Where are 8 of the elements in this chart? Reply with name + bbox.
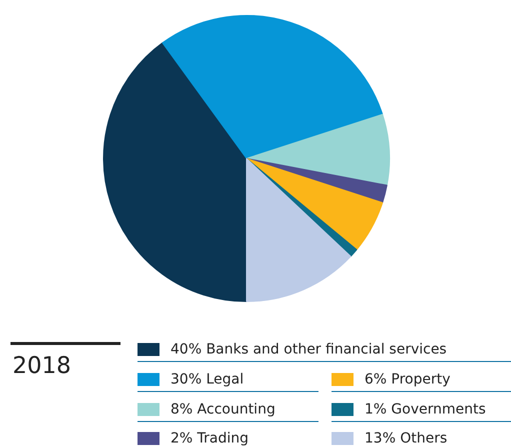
legend-label: 6% Property (364, 372, 450, 388)
legend-label: 13% Others (364, 430, 448, 446)
legend-label: 8% Accounting (170, 402, 276, 418)
legend-label: 40% Banks and other financial services (170, 342, 447, 358)
legend-label: 2% Trading (170, 430, 249, 446)
legend-label: 1% Governments (364, 402, 486, 418)
legend-label: 30% Legal (170, 372, 244, 388)
text: 2018 (12, 353, 72, 379)
